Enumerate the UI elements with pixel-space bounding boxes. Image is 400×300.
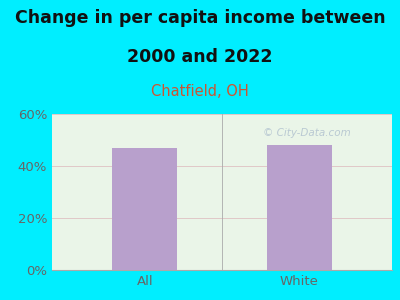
Text: © City-Data.com: © City-Data.com (263, 128, 350, 138)
Text: Change in per capita income between: Change in per capita income between (15, 9, 385, 27)
Bar (267, 145, 332, 270)
Text: Chatfield, OH: Chatfield, OH (151, 84, 249, 99)
Text: 2000 and 2022: 2000 and 2022 (127, 48, 273, 66)
Bar (112, 148, 177, 270)
